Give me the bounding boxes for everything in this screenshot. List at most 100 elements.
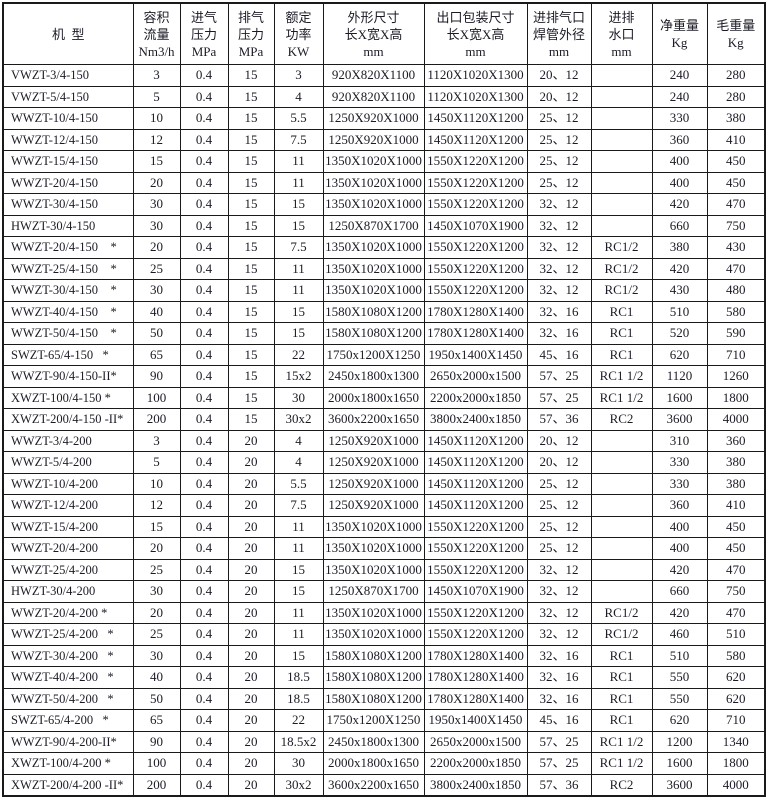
cell-packaging-dimensions: 1550X1220X1200 xyxy=(423,558,528,581)
cell-volume-flow: 30 xyxy=(132,193,181,216)
cell-exhaust-pressure: 20 xyxy=(227,709,275,732)
cell-dimensions: 1250X870X1700 xyxy=(322,214,425,237)
table-row: XWZT-100/4-200 * 100 0.4 20 30 2000x1800x1650… xyxy=(2,752,766,775)
cell-exhaust-pressure: 15 xyxy=(227,85,275,108)
cell-rated-power: 7.5 xyxy=(273,236,324,259)
cell-gross-weight: 1340 xyxy=(706,730,766,753)
cell-dimensions: 1250X920X1000 xyxy=(322,107,425,130)
cell-volume-flow: 40 xyxy=(132,666,181,689)
table-row: WWZT-40/4-200 * 40 0.4 20 18.5 1580X1080X1200… xyxy=(2,666,766,689)
cell-inlet-pressure: 0.4 xyxy=(179,687,229,710)
cell-dimensions: 2000x1800x1650 xyxy=(322,752,425,775)
cell-net-weight: 330 xyxy=(651,451,708,474)
cell-packaging-dimensions: 3800x2400x1850 xyxy=(423,773,528,797)
table-row: SWZT-65/4-200 * 65 0.4 20 22 1750x1200X1250 19… xyxy=(2,709,766,732)
cell-packaging-dimensions: 2200x2000x1850 xyxy=(423,386,528,409)
cell-packaging-dimensions: 1450X1120X1200 xyxy=(423,128,528,151)
cell-pipe-outer-diameter: 32、16 xyxy=(526,644,592,667)
cell-net-weight: 330 xyxy=(651,472,708,495)
table-row: WWZT-20/4-150 20 0.4 15 11 1350X1020X1000 1550… xyxy=(2,171,766,194)
cell-pipe-outer-diameter: 32、12 xyxy=(526,236,592,259)
cell-inlet-pressure: 0.4 xyxy=(179,257,229,280)
cell-exhaust-pressure: 20 xyxy=(227,730,275,753)
header-line: 进排 xyxy=(608,9,635,25)
cell-inlet-pressure: 0.4 xyxy=(179,128,229,151)
cell-model: WWZT-25/4-150 * xyxy=(2,257,134,280)
cell-rated-power: 5.5 xyxy=(273,107,324,130)
cell-exhaust-pressure: 20 xyxy=(227,494,275,517)
table-row: WWZT-15/4-200 15 0.4 20 11 1350X1020X1000 1550… xyxy=(2,515,766,538)
cell-model: HWZT-30/4-150 xyxy=(2,214,134,237)
cell-volume-flow: 25 xyxy=(132,558,181,581)
cell-gross-weight: 710 xyxy=(706,343,766,366)
cell-net-weight: 520 xyxy=(651,322,708,345)
cell-inlet-pressure: 0.4 xyxy=(179,515,229,538)
cell-volume-flow: 25 xyxy=(132,257,181,280)
header-line: 长X宽X高 xyxy=(446,26,505,42)
cell-exhaust-pressure: 20 xyxy=(227,451,275,474)
cell-inlet-pressure: 0.4 xyxy=(179,773,229,797)
cell-gross-weight: 580 xyxy=(706,644,766,667)
cell-gross-weight: 360 xyxy=(706,429,766,452)
header-line: 功率 xyxy=(285,26,312,42)
cell-exhaust-pressure: 15 xyxy=(227,386,275,409)
table-row: WWZT-20/4-200 * 20 0.4 20 11 1350X1020X1000 15… xyxy=(2,601,766,624)
table-row: XWZT-200/4-200 -II* 200 0.4 20 30x2 3600x2200… xyxy=(2,773,766,797)
cell-model: WWZT-20/4-150 xyxy=(2,171,134,194)
cell-gross-weight: 750 xyxy=(706,214,766,237)
cell-rated-power: 11 xyxy=(273,537,324,560)
cell-gross-weight: 620 xyxy=(706,666,766,689)
cell-water-port xyxy=(590,214,653,237)
header-line: Kg xyxy=(727,35,744,50)
cell-rated-power: 11 xyxy=(273,601,324,624)
column-header-model: 机 型 xyxy=(2,2,134,65)
cell-inlet-pressure: 0.4 xyxy=(179,558,229,581)
cell-inlet-pressure: 0.4 xyxy=(179,494,229,517)
cell-net-weight: 240 xyxy=(651,64,708,87)
cell-water-port xyxy=(590,515,653,538)
cell-exhaust-pressure: 20 xyxy=(227,558,275,581)
cell-net-weight: 360 xyxy=(651,128,708,151)
table-row: WWZT-5/4-200 5 0.4 20 4 1250X920X1000 1450X112… xyxy=(2,451,766,474)
cell-model: WWZT-20/4-200 * xyxy=(2,601,134,624)
cell-volume-flow: 100 xyxy=(132,386,181,409)
cell-volume-flow: 50 xyxy=(132,687,181,710)
cell-packaging-dimensions: 1120X1020X1300 xyxy=(423,85,528,108)
cell-volume-flow: 20 xyxy=(132,601,181,624)
cell-rated-power: 30x2 xyxy=(273,408,324,431)
cell-model: XWZT-200/4-200 -II* xyxy=(2,773,134,797)
cell-net-weight: 1120 xyxy=(651,365,708,388)
cell-pipe-outer-diameter: 32、12 xyxy=(526,601,592,624)
cell-packaging-dimensions: 1780X1280X1400 xyxy=(423,322,528,345)
header-line: KW xyxy=(287,43,310,59)
cell-model: WWZT-25/4-200 xyxy=(2,558,134,581)
cell-gross-weight: 380 xyxy=(706,472,766,495)
cell-inlet-pressure: 0.4 xyxy=(179,386,229,409)
cell-model: WWZT-50/4-200 * xyxy=(2,687,134,710)
cell-packaging-dimensions: 2650x2000x1500 xyxy=(423,365,528,388)
cell-volume-flow: 30 xyxy=(132,580,181,603)
cell-exhaust-pressure: 15 xyxy=(227,214,275,237)
cell-net-weight: 420 xyxy=(651,257,708,280)
table-row: WWZT-50/4-200 * 50 0.4 20 18.5 1580X1080X1200… xyxy=(2,687,766,710)
cell-volume-flow: 200 xyxy=(132,408,181,431)
cell-model: XWZT-100/4-200 * xyxy=(2,752,134,775)
cell-exhaust-pressure: 15 xyxy=(227,150,275,173)
cell-volume-flow: 30 xyxy=(132,214,181,237)
cell-model: HWZT-30/4-200 xyxy=(2,580,134,603)
cell-inlet-pressure: 0.4 xyxy=(179,472,229,495)
cell-gross-weight: 710 xyxy=(706,709,766,732)
header-line: 进气 xyxy=(190,9,217,25)
cell-pipe-outer-diameter: 32、16 xyxy=(526,322,592,345)
cell-rated-power: 4 xyxy=(273,451,324,474)
header-line: 机 型 xyxy=(51,26,85,42)
cell-water-port: RC2 xyxy=(590,773,653,797)
cell-volume-flow: 12 xyxy=(132,494,181,517)
table-row: WWZT-20/4-150 * 20 0.4 15 7.5 1350X1020X1000 1… xyxy=(2,236,766,259)
column-header-gross-weight: 毛重量 Kg xyxy=(706,2,766,65)
cell-exhaust-pressure: 15 xyxy=(227,193,275,216)
cell-net-weight: 510 xyxy=(651,644,708,667)
cell-water-port: RC1 xyxy=(590,300,653,323)
cell-inlet-pressure: 0.4 xyxy=(179,451,229,474)
cell-dimensions: 2450x1800x1300 xyxy=(322,365,425,388)
